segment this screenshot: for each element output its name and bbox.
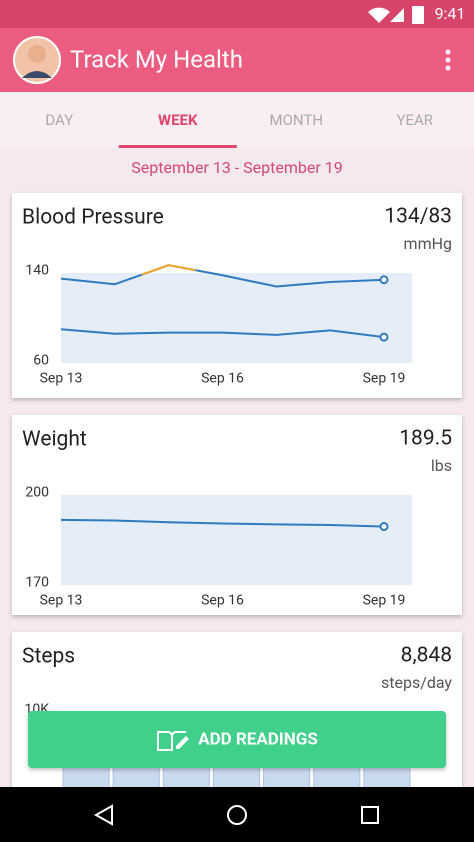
tab[interactable]: WEEK [158,111,198,129]
status-time: 9:41 [435,4,466,23]
add-readings-button[interactable]: ADD READINGS [28,711,446,768]
card-reading: 8,848 [401,644,452,668]
tab[interactable]: MONTH [269,111,323,129]
book-icon [157,731,186,751]
nav-recents[interactable] [361,806,379,824]
app-bar [0,28,474,92]
card-reading: 189.5 [399,427,452,451]
date-range: September 13 - September 19 [131,158,342,177]
card-unit: steps/day [381,673,452,692]
high-segment [141,264,196,276]
card-reading: 134/83 [384,205,452,229]
wifi-icon [368,7,390,23]
card-unit: lbs [431,456,452,475]
avatar-shirt [22,71,52,78]
x-tick-label: Sep 16 [201,593,244,609]
overflow-menu[interactable] [445,49,451,71]
button-label: ADD READINGS [198,729,318,749]
card: Blood Pressure 134/83 mmHg 60 140 Sep 13 Sep 1… [12,193,462,398]
x-tick-label: Sep 19 [363,593,406,609]
y-tick-label: 60 [33,353,49,369]
x-tick-label: Sep 19 [363,371,406,387]
tab[interactable]: DAY [45,111,73,129]
tab-bar [0,92,474,148]
card-title: Blood Pressure [22,206,164,230]
pencil-icon [176,736,189,749]
nav-back[interactable] [93,804,113,826]
signal-icon [390,8,404,22]
series-line [60,328,385,339]
x-tick-label: Sep 16 [201,371,244,387]
card: Weight 189.5 lbs 170 200 Sep 13 Sep 16 Sep 19 [12,415,462,615]
app-title: Track My Health [70,45,243,73]
nav-bar [0,787,474,842]
avatar-face [28,45,46,63]
plot-band [61,495,412,585]
y-tick-label: 170 [25,575,49,591]
latest-point [379,275,389,285]
tab[interactable]: YEAR [396,111,433,129]
plot-band [61,273,412,363]
battery-icon [412,6,424,24]
card-unit: mmHg [404,234,452,253]
y-tick-label: 140 [25,263,49,279]
tab-indicator [118,145,237,148]
x-tick-label: Sep 13 [40,371,83,387]
series-line [60,264,385,288]
latest-point [379,522,389,531]
latest-point [379,332,389,342]
x-tick-label: Sep 13 [40,593,83,609]
status-bar [0,0,474,28]
nav-home[interactable] [227,805,247,825]
card-title: Weight [22,428,87,452]
series-line [60,518,385,528]
y-tick-label: 200 [25,485,49,501]
content: Blood Pressure 134/83 mmHg 60 140 Sep 13 Sep 1… [12,193,462,787]
card-title: Steps [22,645,75,669]
